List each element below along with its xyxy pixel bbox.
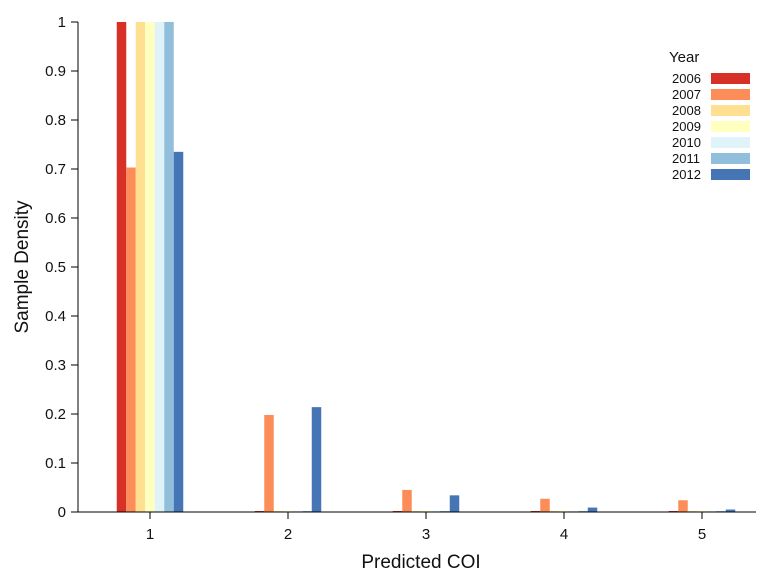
legend-swatch-2006 xyxy=(711,73,750,84)
legend-swatch-2010 xyxy=(711,137,750,148)
y-tick-label: 0.8 xyxy=(45,112,66,129)
x-tick-label: 5 xyxy=(698,526,706,543)
legend-label-2010: 2010 xyxy=(672,135,701,150)
x-tick-label: 3 xyxy=(422,526,430,543)
legend-label-2008: 2008 xyxy=(672,103,701,118)
legend-swatch-2008 xyxy=(711,105,750,116)
bar-2007-coi-3 xyxy=(402,489,412,512)
y-tick-label: 0.3 xyxy=(45,357,66,374)
legend-swatch-2007 xyxy=(711,89,750,100)
legend-swatch-2009 xyxy=(711,121,750,132)
legend-label-2011: 2011 xyxy=(672,151,700,166)
x-tick-label: 1 xyxy=(146,526,154,543)
y-tick-label: 0.1 xyxy=(45,455,66,472)
legend-label-2009: 2009 xyxy=(672,119,701,134)
bar-2012-coi-1 xyxy=(173,151,184,512)
y-tick-label: 0.6 xyxy=(45,210,66,227)
bar-2007-coi-1 xyxy=(126,167,136,512)
bar-2008-coi-1 xyxy=(135,22,146,512)
legend-label-2007: 2007 xyxy=(672,87,701,102)
bar-2007-coi-2 xyxy=(264,414,274,512)
bar-2012-coi-4 xyxy=(587,507,598,512)
y-tick-label: 0.4 xyxy=(45,308,66,325)
y-tick-label: 0.2 xyxy=(45,406,66,423)
y-axis-label: Sample Density xyxy=(12,200,33,334)
x-ticks: 1 2 3 4 5 xyxy=(146,512,706,543)
y-ticks: 0 0.1 0.2 0.3 0.4 0.5 0.6 0.7 0.8 0.9 1 xyxy=(45,14,78,521)
legend-swatch-2011 xyxy=(711,153,750,164)
y-tick-label: 0.7 xyxy=(45,161,66,178)
y-tick-label: 0.5 xyxy=(45,259,66,276)
bar-2012-coi-2 xyxy=(311,407,322,512)
y-tick-label: 0 xyxy=(58,504,66,521)
bars xyxy=(116,22,736,512)
bar-2011-coi-1 xyxy=(164,22,174,512)
bar-2007-coi-5 xyxy=(678,500,688,512)
legend-title: Year xyxy=(669,49,699,66)
bar-2006-coi-1 xyxy=(116,22,127,512)
x-tick-label: 2 xyxy=(284,526,292,543)
bar-2012-coi-3 xyxy=(449,495,460,512)
bar-2007-coi-4 xyxy=(540,498,550,512)
y-tick-label: 0.9 xyxy=(45,63,66,80)
y-tick-label: 1 xyxy=(58,14,66,31)
legend-label-2012: 2012 xyxy=(672,167,701,182)
legend-swatch-2012 xyxy=(711,169,750,180)
bar-2010-coi-1 xyxy=(154,22,165,512)
legend-label-2006: 2006 xyxy=(672,71,701,86)
x-tick-label: 4 xyxy=(560,526,568,543)
bar-2009-coi-1 xyxy=(145,22,155,512)
x-axis-label: Predicted COI xyxy=(361,552,480,571)
bar-2012-coi-5 xyxy=(725,509,736,512)
